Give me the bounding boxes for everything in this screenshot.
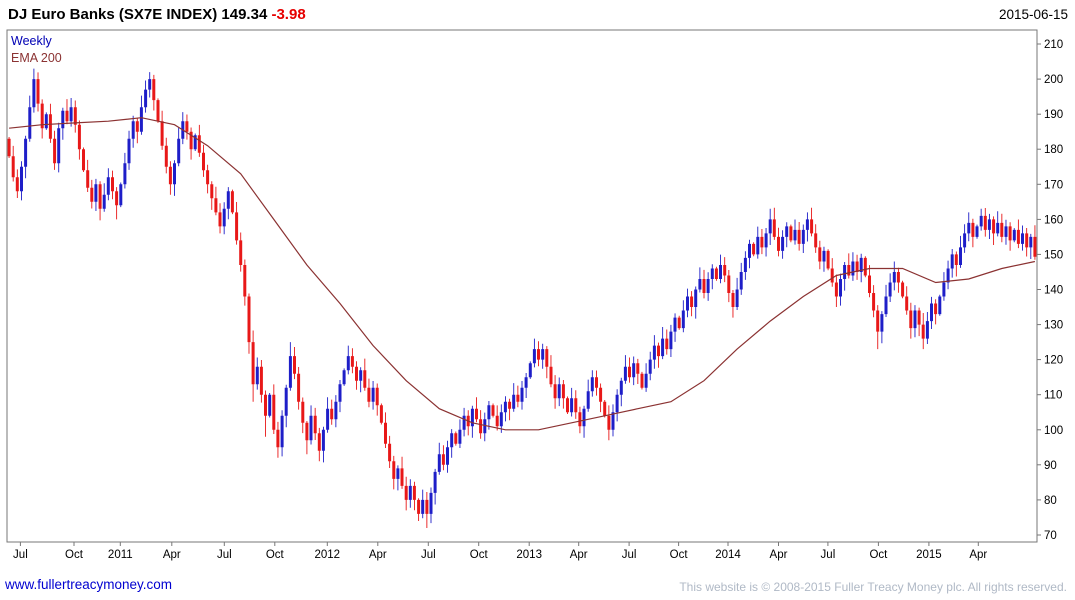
y-axis-label: 170 [1044,179,1063,191]
chart-area: 210 200 190 180 170 160 150 140 130 120 110 100 90 80… [6,29,1069,571]
chart-date: 2015-06-15 [998,7,1068,22]
up-candle-bodies [20,79,1033,514]
x-axis-label: Jul [13,549,28,561]
y-axis-label: 110 [1044,390,1062,402]
x-axis-label: 2013 [516,549,542,561]
x-axis-label: Jul [421,549,436,561]
price-change: -3.98 [271,6,306,23]
copyright-text: This website is © 2008-2015 Fuller Treac… [679,580,1067,594]
y-axis-label: 80 [1044,495,1057,507]
x-axis-label: Jul [622,549,637,561]
last-price: 149.34 [221,6,268,23]
page-title: DJ Euro Banks (SX7E INDEX) 149.34 -3.98 [8,6,306,23]
up-candle-wicks [21,68,1032,524]
x-axis-label: 2015 [916,549,942,561]
x-axis-label: 2011 [108,549,133,561]
x-axis-label: Oct [470,549,489,561]
y-axis-label: 180 [1044,144,1063,156]
y-axis-label: 150 [1044,249,1063,261]
x-axis-label: Apr [163,549,181,561]
x-axis-label: Apr [570,549,588,561]
chart-legend: Weekly EMA 200 [11,33,62,67]
y-axis-label: 90 [1044,460,1057,472]
x-axis-label: Apr [369,549,387,561]
x-axis-label: Apr [770,549,788,561]
x-axis-label: Oct [65,549,84,561]
y-axis-label: 130 [1044,320,1063,332]
x-axis-label: Oct [869,549,888,561]
x-axis-label: Jul [217,549,232,561]
down-candle-bodies [7,79,1037,514]
x-axis-label: Jul [821,549,836,561]
y-axis-label: 200 [1044,74,1063,86]
y-axis-label: 100 [1044,425,1063,437]
timeframe-label: Weekly [11,34,52,48]
plot-border [6,29,1038,543]
instrument-name: DJ Euro Banks (SX7E INDEX) [8,6,218,23]
y-axis-label: 160 [1044,214,1063,226]
price-chart: 210 200 190 180 170 160 150 140 130 120 110 100 90 80… [6,29,1063,561]
footer-link[interactable]: www.fullertreacymoney.com [5,577,173,592]
x-axis-label: Apr [969,549,987,561]
x-axis-label: Oct [266,549,285,561]
x-axis-label: Oct [670,549,689,561]
ema-label: EMA 200 [11,51,62,65]
y-axis-label: 190 [1044,109,1063,121]
y-axis-label: 140 [1044,285,1063,297]
y-axis-label: 70 [1044,530,1057,542]
y-axis-label: 120 [1044,355,1063,367]
y-axis-label: 210 [1044,39,1063,51]
x-axis-label: 2014 [715,549,741,561]
x-axis-label: 2012 [315,549,341,561]
ema-line [9,117,1036,431]
